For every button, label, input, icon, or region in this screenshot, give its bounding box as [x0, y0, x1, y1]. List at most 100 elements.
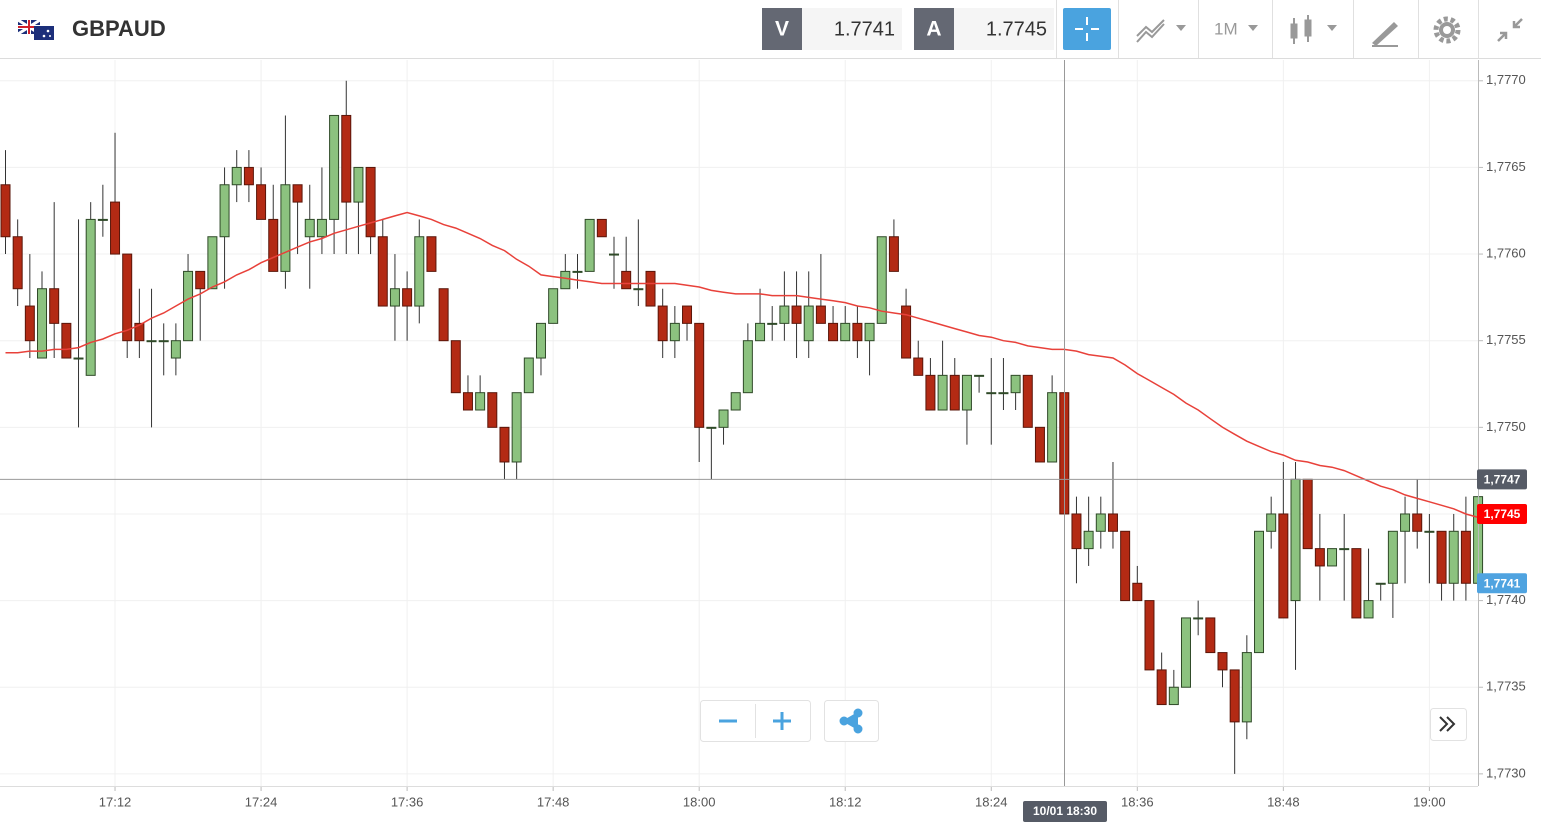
- candle-body: [402, 288, 413, 307]
- candle-body: [195, 270, 206, 290]
- flag: [17, 18, 54, 40]
- candle-body: [122, 253, 133, 342]
- candle-body: [779, 305, 790, 324]
- candle-style-button[interactable]: [1290, 15, 1337, 44]
- candle-body: [657, 305, 668, 342]
- crosshair-button[interactable]: [1063, 8, 1111, 50]
- candle-body: [572, 270, 583, 273]
- candle-body: [462, 392, 473, 411]
- candle-body: [1278, 513, 1289, 619]
- settings-button[interactable]: [1433, 16, 1461, 44]
- price-tag: [1477, 573, 1527, 594]
- x-tick-label: 17:48: [537, 794, 570, 809]
- timeframe[interactable]: 1M: [1214, 19, 1238, 38]
- crosshair-time: 10/01 18:30: [1033, 804, 1097, 818]
- y-tick-label: 1,7730: [1486, 765, 1526, 780]
- candle-body: [1363, 600, 1374, 619]
- candle-body: [1144, 600, 1155, 671]
- ask-button[interactable]: [914, 8, 954, 50]
- candle-body: [280, 184, 291, 272]
- candle-body: [682, 305, 693, 324]
- candle-body: [718, 409, 729, 428]
- candle-body: [37, 288, 48, 359]
- moving-average: [5, 211, 1479, 519]
- candle-body: [1266, 513, 1277, 532]
- candle-body: [487, 392, 498, 428]
- candle-body: [840, 322, 851, 342]
- y-tick-label: 1,7765: [1486, 159, 1526, 174]
- candle-body: [730, 392, 741, 411]
- ask-price: 1.7745: [986, 18, 1047, 40]
- candle-body: [1217, 652, 1228, 671]
- candle-body: [925, 374, 936, 411]
- candle-body: [1047, 392, 1058, 463]
- x-tick-label: 18:36: [1121, 794, 1154, 809]
- candle-body: [609, 253, 619, 256]
- candle-body: [803, 305, 814, 342]
- candle-body: [438, 288, 449, 342]
- candle-body: [1302, 478, 1313, 550]
- candle-body: [511, 392, 522, 463]
- candle-body: [876, 236, 887, 324]
- x-tick-label: 17:36: [391, 794, 424, 809]
- candle-body: [1132, 582, 1143, 602]
- draw-button[interactable]: [1372, 22, 1398, 47]
- price-tag-label: 1,7741: [1484, 576, 1521, 590]
- candle-body: [341, 114, 352, 203]
- candle-body: [170, 340, 181, 359]
- candle-body: [475, 392, 486, 411]
- scroll-right[interactable]: [1430, 708, 1467, 741]
- x-tick-label: 18:48: [1267, 794, 1300, 809]
- candle-body: [621, 270, 632, 290]
- candle-body: [85, 218, 96, 376]
- y-tick-label: 1,7755: [1486, 332, 1526, 347]
- candle-body: [1400, 513, 1411, 532]
- candle-body: [1412, 513, 1423, 532]
- collapse-button[interactable]: [1497, 18, 1523, 42]
- candle-body: [292, 184, 303, 203]
- candle-body: [706, 426, 717, 429]
- candle-body: [548, 288, 559, 324]
- candle-body: [1095, 513, 1106, 532]
- candle-body: [633, 288, 644, 291]
- x-tick-label: 18:24: [975, 794, 1008, 809]
- crosshair-time-tag: 10/01 18:30: [1023, 801, 1107, 822]
- share[interactable]: [839, 708, 863, 734]
- candle-body: [1254, 530, 1265, 654]
- candle-body: [694, 322, 705, 428]
- x-tick-label: 17:12: [99, 794, 132, 809]
- y-tick-label: 1,7770: [1486, 72, 1526, 87]
- zoom-in[interactable]: [773, 712, 791, 730]
- candle-body: [389, 288, 400, 307]
- candle-body: [0, 184, 11, 238]
- bid-price: 1.7741: [834, 18, 895, 40]
- x-tick-label: 17:24: [245, 794, 278, 809]
- candle-body: [414, 236, 425, 307]
- timeframe-arrow[interactable]: [1248, 25, 1258, 31]
- candle-body: [499, 426, 510, 463]
- candle-body: [669, 322, 680, 342]
- x-tick-label: 19:00: [1413, 794, 1446, 809]
- y-tick-label: 1,7750: [1486, 419, 1526, 434]
- candle-body: [1180, 617, 1191, 688]
- bid-button[interactable]: [762, 8, 802, 50]
- candle-body: [183, 270, 194, 342]
- candle-body: [1339, 548, 1350, 551]
- candle-body: [450, 340, 461, 394]
- candle-body: [110, 201, 121, 255]
- candle-body: [596, 218, 607, 238]
- candle-body: [1193, 617, 1204, 620]
- candle-body: [864, 322, 875, 342]
- candle-body: [1387, 530, 1398, 584]
- candle-body: [353, 166, 364, 203]
- candle-body: [1241, 652, 1252, 723]
- chart-type-button[interactable]: [1136, 19, 1186, 43]
- candle-body: [998, 392, 1009, 395]
- candle-body: [304, 218, 315, 238]
- ask-box: [954, 8, 1054, 50]
- candle-body: [949, 374, 960, 411]
- candle-body: [1351, 548, 1362, 619]
- candle-body: [1120, 530, 1131, 602]
